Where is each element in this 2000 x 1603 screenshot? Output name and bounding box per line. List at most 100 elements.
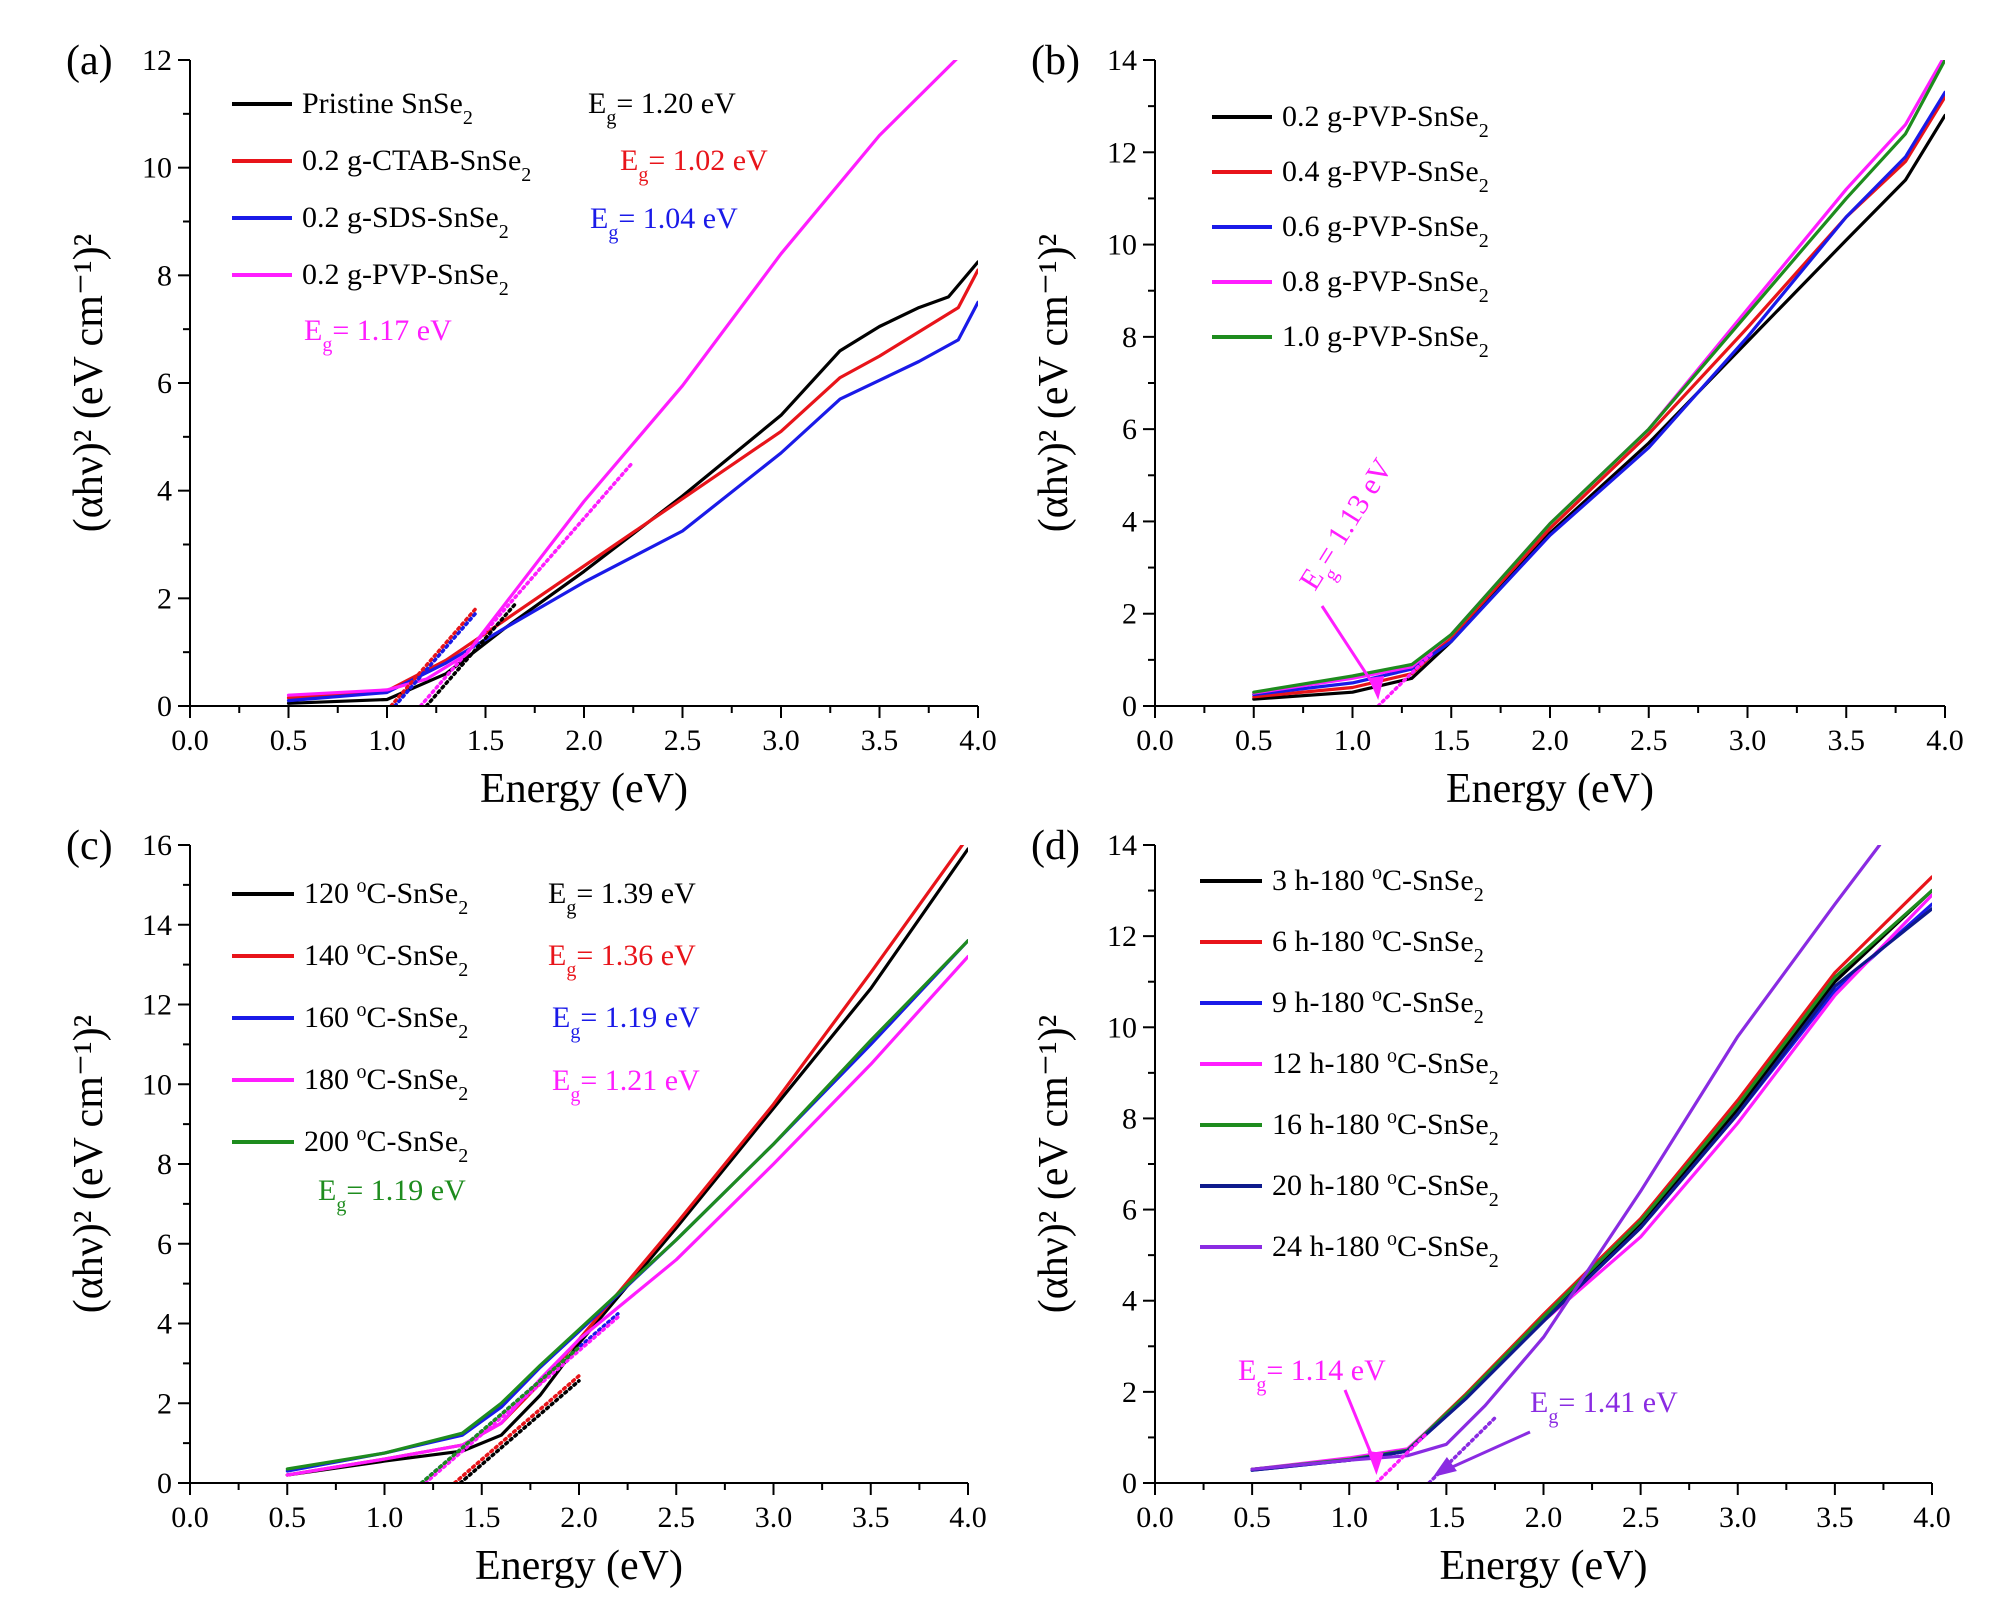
bandgap-annotation-value: = 1.39 eV — [576, 877, 696, 910]
bandgap-annotation-sub: g — [322, 334, 332, 356]
y-tick-label: 12 — [142, 44, 172, 77]
legend-label-sup: o — [1372, 984, 1382, 1006]
x-tick-label: 0.5 — [1235, 724, 1273, 757]
panel-d: 0.0 0.5 1.0 1.5 2.0 2.5 3.0 3.5 4.0 0 2 4 6 8 10 12 14 En… — [1031, 823, 1951, 1589]
series-group — [286, 60, 978, 706]
legend-label-sub: 2 — [1479, 175, 1489, 197]
fit-line-c-4 — [419, 1345, 581, 1483]
x-tick-label: 2.0 — [565, 724, 603, 757]
legend-label-rest: C-SnSe — [367, 877, 459, 910]
legend-label-main: 0.8 g-PVP-SnSe — [1282, 265, 1479, 298]
legend-label-main: 6 h-180 — [1272, 925, 1372, 958]
legend-entry-label: 24 h-180 oC-SnSe2 — [1272, 1228, 1499, 1272]
bandgap-annotation: Eg= 1.14 eV — [1238, 1354, 1386, 1396]
x-tick-label: 3.5 — [1816, 1501, 1854, 1534]
legend-entry-label: 0.8 g-PVP-SnSe2 — [1282, 265, 1489, 307]
legend-label-sub: 2 — [1479, 230, 1489, 252]
fit-line-b-0 — [1376, 651, 1434, 706]
legend-entry-label: 6 h-180 oC-SnSe2 — [1272, 923, 1484, 967]
bandgap-annotation-sub: g — [336, 1194, 346, 1216]
x-tick-label: 3.0 — [1729, 724, 1767, 757]
x-tick-label: 1.0 — [368, 724, 406, 757]
legend-entry-label: 9 h-180 oC-SnSe2 — [1272, 984, 1484, 1028]
legend-label-sub: 2 — [1474, 1006, 1484, 1028]
series-line-a-2 — [286, 300, 978, 703]
legend-label-sup: o — [357, 999, 367, 1021]
bandgap-annotation-main: E — [304, 314, 322, 347]
bandgap-arrowhead — [1432, 1457, 1457, 1477]
y-tick-label: 6 — [1122, 1194, 1137, 1227]
bandgap-annotation-main: E — [620, 144, 638, 177]
legend-label-main: 0.2 g-CTAB-SnSe — [302, 144, 521, 177]
bandgap-annotation: Eg= 1.36 eV — [548, 939, 696, 981]
fit-line-c-1 — [452, 1374, 581, 1483]
legend-label-main: 140 — [304, 939, 357, 972]
y-tick-label: 0 — [157, 690, 172, 723]
bandgap-arrowhead — [1367, 1451, 1384, 1475]
x-tick-label: 2.5 — [658, 1501, 696, 1534]
legend-entry-label: 140 oC-SnSe2 — [304, 937, 468, 981]
legend-entry-label: 20 h-180 oC-SnSe2 — [1272, 1167, 1499, 1211]
x-axis-label: Energy (eV) — [480, 766, 688, 812]
x-tick-label: 0.0 — [1136, 724, 1174, 757]
y-axis-label: (αhν)² (eV cm⁻¹)² — [1031, 234, 1077, 532]
legend-label-sub: 2 — [1489, 1189, 1499, 1211]
y-tick-label: 4 — [1122, 1285, 1137, 1318]
x-tick-label: 3.0 — [755, 1501, 793, 1534]
panel-label-a: (a) — [66, 38, 113, 84]
bandgap-annotation-value: = 1.41 eV — [1558, 1386, 1678, 1419]
y-tick-label: 0 — [1122, 1467, 1137, 1500]
x-tick-label: 3.5 — [852, 1501, 890, 1534]
legend-label-rest: C-SnSe — [1397, 1169, 1489, 1202]
x-axis-label: Energy (eV) — [1440, 1543, 1648, 1589]
x-tick-label: 4.0 — [959, 724, 997, 757]
bandgap-annotation-main: E — [1530, 1386, 1548, 1419]
fit-line-a-2 — [393, 611, 478, 706]
legend-label-main: 3 h-180 — [1272, 864, 1372, 897]
legend-entry-label: 12 h-180 oC-SnSe2 — [1272, 1045, 1499, 1089]
y-tick-label: 2 — [157, 1387, 172, 1420]
bandgap-annotation-value: = 1.17 eV — [332, 314, 452, 347]
bandgap-annotation: Eg= 1.19 eV — [552, 1001, 700, 1043]
y-axis-label: (αhν)² (eV cm⁻¹)² — [66, 234, 112, 532]
legend-label-main: 20 h-180 — [1272, 1169, 1387, 1202]
y-tick-label: 10 — [142, 152, 172, 185]
panel-a: 0.0 0.5 1.0 1.5 2.0 2.5 3.0 3.5 4.0 0 2 4 6 8 10 12 Ener… — [66, 38, 997, 812]
legend-label-main: 24 h-180 — [1272, 1230, 1387, 1263]
fit-line-c-3 — [423, 1315, 620, 1483]
legend-label-rest: C-SnSe — [367, 1001, 459, 1034]
x-tick-label: 1.5 — [467, 724, 505, 757]
legend-label-rest: C-SnSe — [1397, 1047, 1489, 1080]
legend-entry-label: 0.2 g-PVP-SnSe2 — [302, 258, 509, 300]
legend-label-rest: C-SnSe — [367, 1063, 459, 1096]
bandgap-annotation: Eg= 1.04 eV — [590, 202, 738, 244]
x-tick-label: 2.0 — [1525, 1501, 1563, 1534]
legend-entry-label: 0.6 g-PVP-SnSe2 — [1282, 210, 1489, 252]
x-tick-label: 0.0 — [171, 724, 209, 757]
legend-label-rest: C-SnSe — [1382, 925, 1474, 958]
legend-label-sup: o — [357, 937, 367, 959]
bandgap-arrowhead — [1368, 676, 1385, 700]
y-tick-label: 8 — [1122, 321, 1137, 354]
x-tick-label: 1.5 — [1428, 1501, 1466, 1534]
y-tick-label: 4 — [1122, 505, 1137, 538]
panel-c: 0.0 0.5 1.0 1.5 2.0 2.5 3.0 3.5 4.0 0 2 4 6 8 10 12 14 16… — [66, 823, 987, 1589]
series-line-a-3 — [286, 60, 958, 697]
series-line-b-4 — [1252, 60, 1945, 694]
legend-label-sup: o — [1372, 923, 1382, 945]
x-axis-label: Energy (eV) — [1446, 766, 1654, 812]
y-axis-label: (αhν)² (eV cm⁻¹)² — [1031, 1015, 1077, 1313]
bandgap-annotation: Eg= 1.02 eV — [620, 144, 768, 186]
bandgap-annotation-sub: g — [1548, 1406, 1558, 1428]
bandgap-annotation: Eg= 1.20 eV — [588, 87, 736, 129]
legend-label-sup: o — [1372, 862, 1382, 884]
x-tick-label: 4.0 — [949, 1501, 987, 1534]
x-tick-label: 2.5 — [1630, 724, 1668, 757]
y-tick-label: 2 — [1122, 1376, 1137, 1409]
legend-label-main: 180 — [304, 1063, 357, 1096]
legend-label-main: 0.2 g-PVP-SnSe — [302, 258, 499, 291]
legend-label-main: 200 — [304, 1125, 357, 1158]
